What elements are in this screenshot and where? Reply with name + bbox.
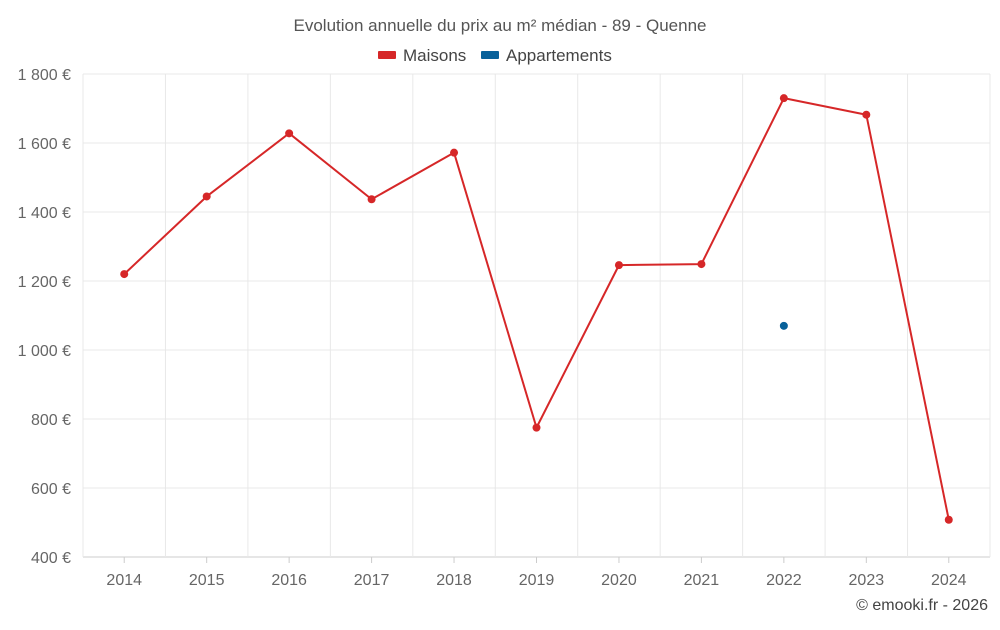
data-point-maisons-2020[interactable] bbox=[614, 261, 623, 270]
x-tick-label: 2020 bbox=[601, 572, 637, 589]
x-tick-label: 2022 bbox=[766, 572, 802, 589]
x-tick-label: 2015 bbox=[189, 572, 225, 589]
legend-item-maisons[interactable]: Maisons bbox=[378, 46, 466, 65]
y-tick-label: 1 400 € bbox=[18, 205, 71, 222]
x-axis-ticks: 2014 2015 2016 2017 2018 2019 2020 2021 2022 2023… bbox=[106, 557, 967, 589]
data-point-maisons-2018[interactable] bbox=[450, 148, 459, 157]
data-point-maisons-2021[interactable] bbox=[697, 260, 706, 269]
y-tick-label: 1 200 € bbox=[18, 274, 71, 291]
y-tick-label: 1 800 € bbox=[18, 67, 71, 84]
x-tick-label: 2018 bbox=[436, 572, 472, 589]
data-point-maisons-2015[interactable] bbox=[202, 192, 211, 201]
x-tick-label: 2016 bbox=[271, 572, 307, 589]
data-point-maisons-2017[interactable] bbox=[367, 195, 376, 204]
x-tick-label: 2017 bbox=[354, 572, 390, 589]
x-tick-label: 2024 bbox=[931, 572, 967, 589]
y-axis-ticks: 400 € 600 € 800 € 1 000 € 1 200 € 1 400 € 1 60… bbox=[18, 67, 71, 567]
y-tick-label: 800 € bbox=[31, 412, 71, 429]
legend-swatch-appartements bbox=[481, 51, 499, 59]
data-point-maisons-2019[interactable] bbox=[532, 423, 541, 432]
legend-swatch-maisons bbox=[378, 51, 396, 59]
y-tick-label: 400 € bbox=[31, 550, 71, 567]
x-tick-label: 2023 bbox=[849, 572, 885, 589]
data-point-appartements-2022[interactable] bbox=[779, 321, 788, 330]
y-tick-label: 1 000 € bbox=[18, 343, 71, 360]
credit-text: © emooki.fr - 2026 bbox=[856, 597, 988, 614]
data-point-maisons-2016[interactable] bbox=[285, 129, 294, 138]
legend: Maisons Appartements bbox=[378, 46, 612, 65]
data-point-maisons-2023[interactable] bbox=[862, 110, 871, 119]
data-point-maisons-2022[interactable] bbox=[779, 94, 788, 103]
chart-title: Evolution annuelle du prix au m² médian … bbox=[294, 16, 707, 35]
legend-label-maisons: Maisons bbox=[403, 46, 466, 65]
y-tick-label: 1 600 € bbox=[18, 136, 71, 153]
legend-item-appartements[interactable]: Appartements bbox=[481, 46, 612, 65]
x-tick-label: 2021 bbox=[684, 572, 720, 589]
legend-label-appartements: Appartements bbox=[506, 46, 612, 65]
x-tick-label: 2019 bbox=[519, 572, 555, 589]
y-tick-label: 600 € bbox=[31, 481, 71, 498]
data-point-maisons-2014[interactable] bbox=[120, 270, 129, 279]
x-tick-label: 2014 bbox=[106, 572, 142, 589]
grid bbox=[82, 73, 991, 558]
series-layer bbox=[120, 94, 953, 524]
data-point-maisons-2024[interactable] bbox=[944, 515, 953, 524]
